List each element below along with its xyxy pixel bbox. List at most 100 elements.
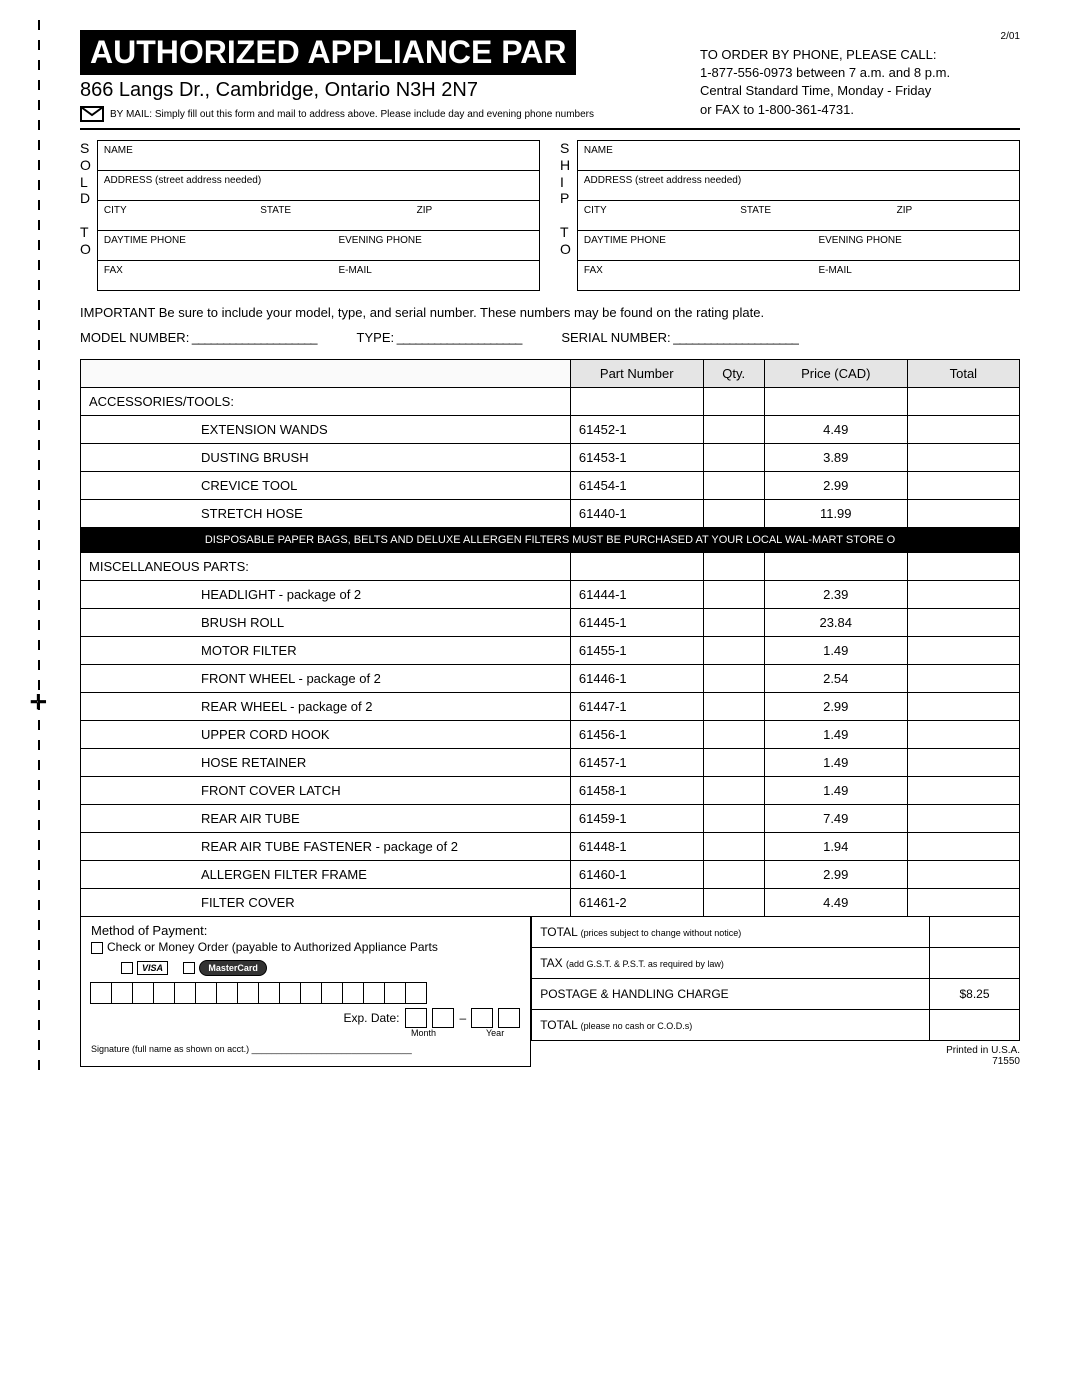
evephone-label: EVENING PHONE — [338, 235, 533, 246]
item-price: 1.49 — [764, 637, 907, 665]
item-price: 3.89 — [764, 444, 907, 472]
item-total[interactable] — [907, 777, 1019, 805]
phone-order-label: TO ORDER BY PHONE, PLEASE CALL: — [700, 46, 1020, 64]
accessories-header: ACCESSORIES/TOOLS: — [81, 388, 571, 416]
item-total[interactable] — [907, 889, 1019, 917]
item-part: 61452-1 — [570, 416, 703, 444]
model-number-label: MODEL NUMBER: — [80, 330, 317, 345]
item-price: 2.99 — [764, 861, 907, 889]
item-price: 1.49 — [764, 777, 907, 805]
item-price: 7.49 — [764, 805, 907, 833]
col-qty: Qty. — [703, 360, 764, 388]
item-price: 1.94 — [764, 833, 907, 861]
state-label: STATE — [740, 205, 856, 216]
item-qty[interactable] — [703, 444, 764, 472]
item-total[interactable] — [907, 665, 1019, 693]
item-part: 61447-1 — [570, 693, 703, 721]
item-part: 61454-1 — [570, 472, 703, 500]
email-label: E-MAIL — [338, 265, 533, 276]
item-total[interactable] — [907, 637, 1019, 665]
postage-value: $8.25 — [930, 979, 1020, 1010]
item-qty[interactable] — [703, 665, 764, 693]
item-qty[interactable] — [703, 861, 764, 889]
postage-label: POSTAGE & HANDLING CHARGE — [532, 979, 930, 1010]
margin-cross-mark: ✛ — [30, 690, 47, 715]
company-title: AUTHORIZED APPLIANCE PAR — [80, 30, 576, 75]
item-total[interactable] — [907, 581, 1019, 609]
mastercard-logo: MasterCard — [199, 960, 267, 976]
address-label: ADDRESS (street address needed) — [584, 175, 1013, 186]
item-total[interactable] — [907, 500, 1019, 528]
exp-year-box[interactable] — [471, 1008, 493, 1028]
item-price: 4.49 — [764, 889, 907, 917]
check-checkbox[interactable] — [91, 942, 103, 954]
parts-table: Part Number Qty. Price (CAD) Total ACCES… — [80, 359, 1020, 917]
zip-label: ZIP — [897, 205, 1013, 216]
payment-box: Method of Payment: Check or Money Order … — [80, 917, 531, 1067]
item-total[interactable] — [907, 472, 1019, 500]
item-part: 61440-1 — [570, 500, 703, 528]
item-qty[interactable] — [703, 721, 764, 749]
form-number: 71550 — [531, 1056, 1020, 1067]
ship-to-box[interactable]: NAME ADDRESS (street address needed) CIT… — [577, 140, 1020, 291]
item-qty[interactable] — [703, 637, 764, 665]
item-total[interactable] — [907, 833, 1019, 861]
walmart-notice: DISPOSABLE PAPER BAGS, BELTS AND DELUXE … — [81, 528, 1020, 553]
item-qty[interactable] — [703, 609, 764, 637]
item-part: 61458-1 — [570, 777, 703, 805]
item-total[interactable] — [907, 416, 1019, 444]
item-part: 61444-1 — [570, 581, 703, 609]
item-qty[interactable] — [703, 889, 764, 917]
signature-line: Signature (full name as shown on acct.) … — [91, 1044, 520, 1054]
sold-to-label: SOLD TO — [80, 140, 91, 291]
item-total[interactable] — [907, 609, 1019, 637]
dayphone-label: DAYTIME PHONE — [584, 235, 779, 246]
item-qty[interactable] — [703, 777, 764, 805]
name-label: NAME — [104, 145, 533, 156]
item-price: 11.99 — [764, 500, 907, 528]
item-desc: ALLERGEN FILTER FRAME — [81, 861, 571, 889]
item-total[interactable] — [907, 749, 1019, 777]
item-total[interactable] — [907, 444, 1019, 472]
phone-number: 1-877-556-0973 between 7 a.m. and 8 p.m. — [700, 64, 1020, 82]
item-part: 61459-1 — [570, 805, 703, 833]
mastercard-checkbox[interactable] — [183, 962, 195, 974]
item-qty[interactable] — [703, 500, 764, 528]
item-qty[interactable] — [703, 693, 764, 721]
city-label: CITY — [104, 205, 220, 216]
item-desc: STRETCH HOSE — [81, 500, 571, 528]
misc-header: MISCELLANEOUS PARTS: — [81, 553, 571, 581]
document-date: 2/01 — [700, 30, 1020, 44]
item-qty[interactable] — [703, 805, 764, 833]
item-part: 61455-1 — [570, 637, 703, 665]
item-desc: FRONT WHEEL - package of 2 — [81, 665, 571, 693]
item-qty[interactable] — [703, 416, 764, 444]
email-label: E-MAIL — [818, 265, 1013, 276]
name-label: NAME — [584, 145, 1013, 156]
exp-month-box[interactable] — [405, 1008, 427, 1028]
sold-to-box[interactable]: NAME ADDRESS (street address needed) CIT… — [97, 140, 540, 291]
item-total[interactable] — [907, 693, 1019, 721]
item-price: 2.54 — [764, 665, 907, 693]
visa-checkbox[interactable] — [121, 962, 133, 974]
fax-label: FAX — [584, 265, 779, 276]
item-qty[interactable] — [703, 833, 764, 861]
zip-label: ZIP — [417, 205, 533, 216]
card-number-boxes[interactable] — [91, 982, 520, 1004]
item-total[interactable] — [907, 721, 1019, 749]
fax-number: or FAX to 1-800-361-4731. — [700, 101, 1020, 119]
item-part: 61461-2 — [570, 889, 703, 917]
item-price: 4.49 — [764, 416, 907, 444]
item-qty[interactable] — [703, 749, 764, 777]
item-total[interactable] — [907, 805, 1019, 833]
item-price: 23.84 — [764, 609, 907, 637]
item-qty[interactable] — [703, 472, 764, 500]
company-address: 866 Langs Dr., Cambridge, Ontario N3H 2N… — [80, 79, 690, 102]
col-total: Total — [907, 360, 1019, 388]
item-price: 2.99 — [764, 693, 907, 721]
item-total[interactable] — [907, 861, 1019, 889]
item-qty[interactable] — [703, 581, 764, 609]
fax-label: FAX — [104, 265, 299, 276]
exp-date-label: Exp. Date: — [343, 1011, 399, 1025]
item-desc: EXTENSION WANDS — [81, 416, 571, 444]
